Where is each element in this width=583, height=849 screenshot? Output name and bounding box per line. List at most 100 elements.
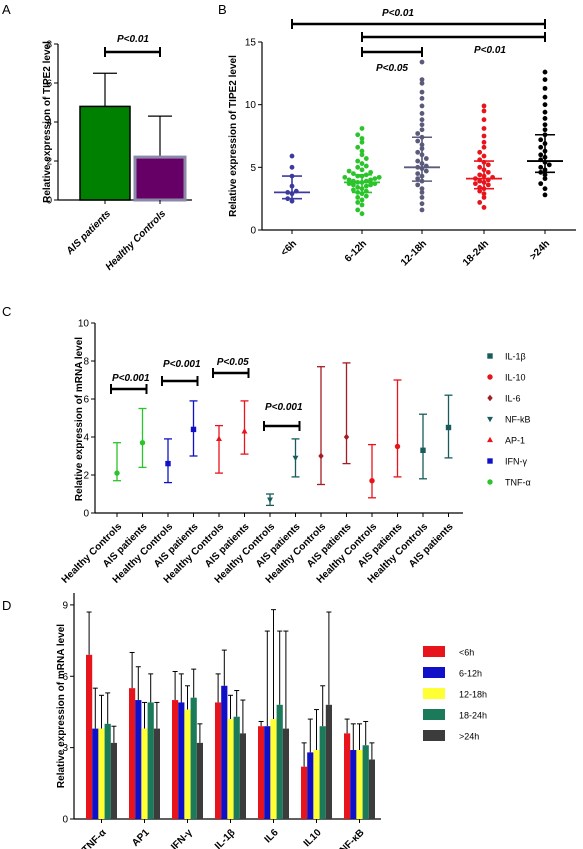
legend-marker [487,436,493,443]
data-point [355,207,361,213]
x-tick-label: <6h [279,238,299,258]
bar [368,759,375,819]
data-point [355,132,361,138]
data-point [542,172,548,178]
data-point [359,139,365,145]
legend-marker [487,353,493,359]
data-point [372,176,378,182]
bar [147,702,154,819]
bar [325,704,332,819]
bar [196,742,203,819]
legend-label: 6-12h [459,669,482,679]
bar [172,700,179,819]
data-point [363,156,369,161]
legend-marker [487,458,493,464]
data-point [415,182,421,188]
legend-swatch [423,709,445,720]
data-point [394,443,401,450]
data-point [359,136,365,141]
x-tick-label: NF-κB [338,827,367,849]
data-point [542,116,548,121]
y-axis-label: Relative expression of mRNA level [56,624,67,788]
data-point [355,195,361,200]
data-point [415,158,421,164]
data-point [542,77,548,82]
significance-label: P<0.05 [217,357,249,368]
panel-letter-a: A [2,2,11,17]
data-point [542,122,548,128]
data-point [419,80,425,86]
data-point [481,108,487,114]
y-tick-label: 0 [46,196,52,207]
y-tick-label: 5 [250,163,256,174]
legend-marker [487,479,493,485]
legend-swatch [423,730,445,741]
x-tick-label: IL6 [263,827,281,845]
bar [92,728,99,819]
data-point [415,149,421,155]
data-point [481,144,487,150]
legend-label: IL-10 [505,373,526,383]
legend-label: >24h [459,732,479,742]
legend-marker [487,394,493,402]
data-point [415,138,421,144]
data-point [481,139,487,145]
data-point [542,192,548,198]
data-point [419,186,425,192]
data-point [376,174,382,180]
panel-letter-d: D [2,598,11,613]
data-point [481,205,487,210]
data-point [368,182,373,188]
y-tick-label: 6 [46,79,52,90]
y-tick-label: 9 [62,600,68,611]
significance-label: P<0.001 [112,373,150,384]
data-point [343,433,350,441]
x-tick-label: AP1 [130,827,152,849]
data-point [369,478,375,484]
y-tick-label: 0 [83,509,89,520]
bar [86,654,93,819]
legend-label: IFN-γ [505,457,527,467]
data-point [359,126,365,131]
y-tick-label: 8 [83,357,89,368]
data-point [542,176,548,182]
bar [178,702,185,819]
significance-label: P<0.01 [382,8,414,19]
data-point [481,126,487,131]
data-point [485,182,491,188]
data-point [363,183,369,189]
data-point [267,497,273,503]
y-tick-label: 8 [46,40,52,51]
data-point [359,167,365,173]
data-point [419,111,425,116]
y-tick-label: 4 [46,118,52,129]
significance-label: P<0.01 [117,34,149,45]
data-point [415,171,421,177]
data-point [485,169,491,175]
bar [239,733,246,819]
x-tick-label: IL-1β [213,827,238,849]
y-axis-label: Relative expression of TIPE2 level [42,41,53,203]
data-point [359,202,365,208]
data-point [419,207,425,213]
legend-label: TNF-α [505,478,531,488]
bar [227,719,234,819]
significance-label: P<0.001 [163,359,201,370]
data-point [542,109,548,115]
panel-d-chart: 0 3 6 9 Relative expression of mRNA level TNF… [56,593,487,849]
data-point [419,103,425,109]
data-point [477,188,483,194]
x-tick-label: 12-18h [399,238,429,268]
data-point [481,103,487,109]
bar [258,726,265,819]
y-tick-label: 4 [83,433,89,444]
x-tick-label: AIS patients [64,208,114,258]
y-tick-label: 10 [78,319,90,330]
data-point [542,85,548,91]
legend-swatch [423,688,445,699]
data-point [538,164,544,170]
data-point [289,153,295,159]
data-point [415,131,421,136]
bar [98,728,105,819]
